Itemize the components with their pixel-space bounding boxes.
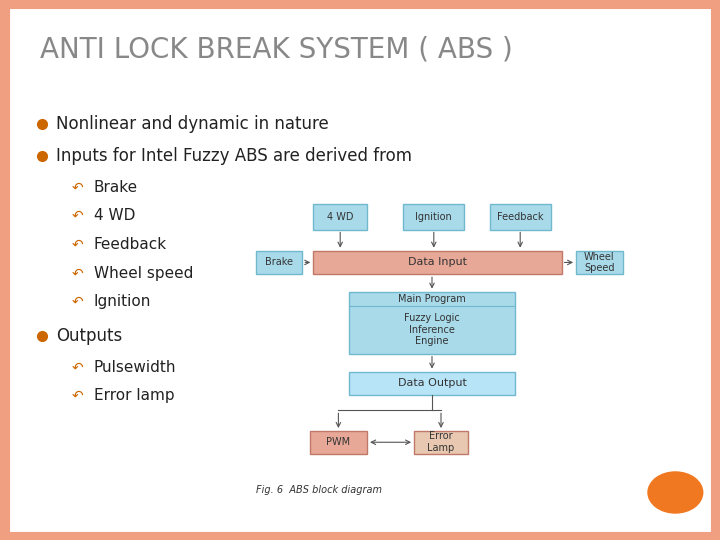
Circle shape — [648, 472, 703, 513]
Text: ↶: ↶ — [72, 238, 84, 252]
Bar — [349, 372, 515, 395]
Bar — [313, 204, 367, 230]
Bar — [576, 251, 623, 274]
Bar — [310, 431, 367, 454]
Text: Pulsewidth: Pulsewidth — [94, 360, 176, 375]
Text: ↶: ↶ — [72, 180, 84, 194]
Text: Brake: Brake — [94, 180, 138, 195]
Text: ↶: ↶ — [72, 295, 84, 309]
Text: Fig. 6  ABS block diagram: Fig. 6 ABS block diagram — [256, 485, 382, 495]
Bar — [349, 292, 515, 354]
Text: Ignition: Ignition — [94, 294, 151, 309]
Text: Data Output: Data Output — [397, 379, 467, 388]
Text: 4 WD: 4 WD — [327, 212, 354, 221]
Text: ↶: ↶ — [72, 360, 84, 374]
Bar — [403, 204, 464, 230]
Text: Wheel speed: Wheel speed — [94, 266, 193, 281]
Text: ↶: ↶ — [72, 209, 84, 223]
Text: Feedback: Feedback — [497, 212, 544, 221]
Bar — [414, 431, 468, 454]
Text: Main Program: Main Program — [398, 294, 466, 303]
Text: Feedback: Feedback — [94, 237, 167, 252]
Text: Fuzzy Logic
Inference
Engine: Fuzzy Logic Inference Engine — [404, 313, 460, 346]
Text: Error lamp: Error lamp — [94, 388, 174, 403]
Text: Inputs for Intel Fuzzy ABS are derived from: Inputs for Intel Fuzzy ABS are derived f… — [56, 146, 412, 165]
Text: ↶: ↶ — [72, 266, 84, 280]
Bar — [256, 251, 302, 274]
Text: Error
Lamp: Error Lamp — [428, 431, 454, 453]
Text: PWM: PWM — [326, 437, 351, 447]
Text: Nonlinear and dynamic in nature: Nonlinear and dynamic in nature — [56, 115, 329, 133]
Text: ANTI LOCK BREAK SYSTEM ( ABS ): ANTI LOCK BREAK SYSTEM ( ABS ) — [40, 35, 513, 63]
Text: ↶: ↶ — [72, 389, 84, 403]
Bar — [313, 251, 562, 274]
Text: Outputs: Outputs — [56, 327, 122, 345]
Bar — [490, 204, 551, 230]
Text: 4 WD: 4 WD — [94, 208, 135, 224]
Text: Data Input: Data Input — [408, 258, 467, 267]
Text: Ignition: Ignition — [415, 212, 452, 221]
Text: Brake: Brake — [265, 258, 293, 267]
Text: Wheel
Speed: Wheel Speed — [584, 252, 615, 273]
